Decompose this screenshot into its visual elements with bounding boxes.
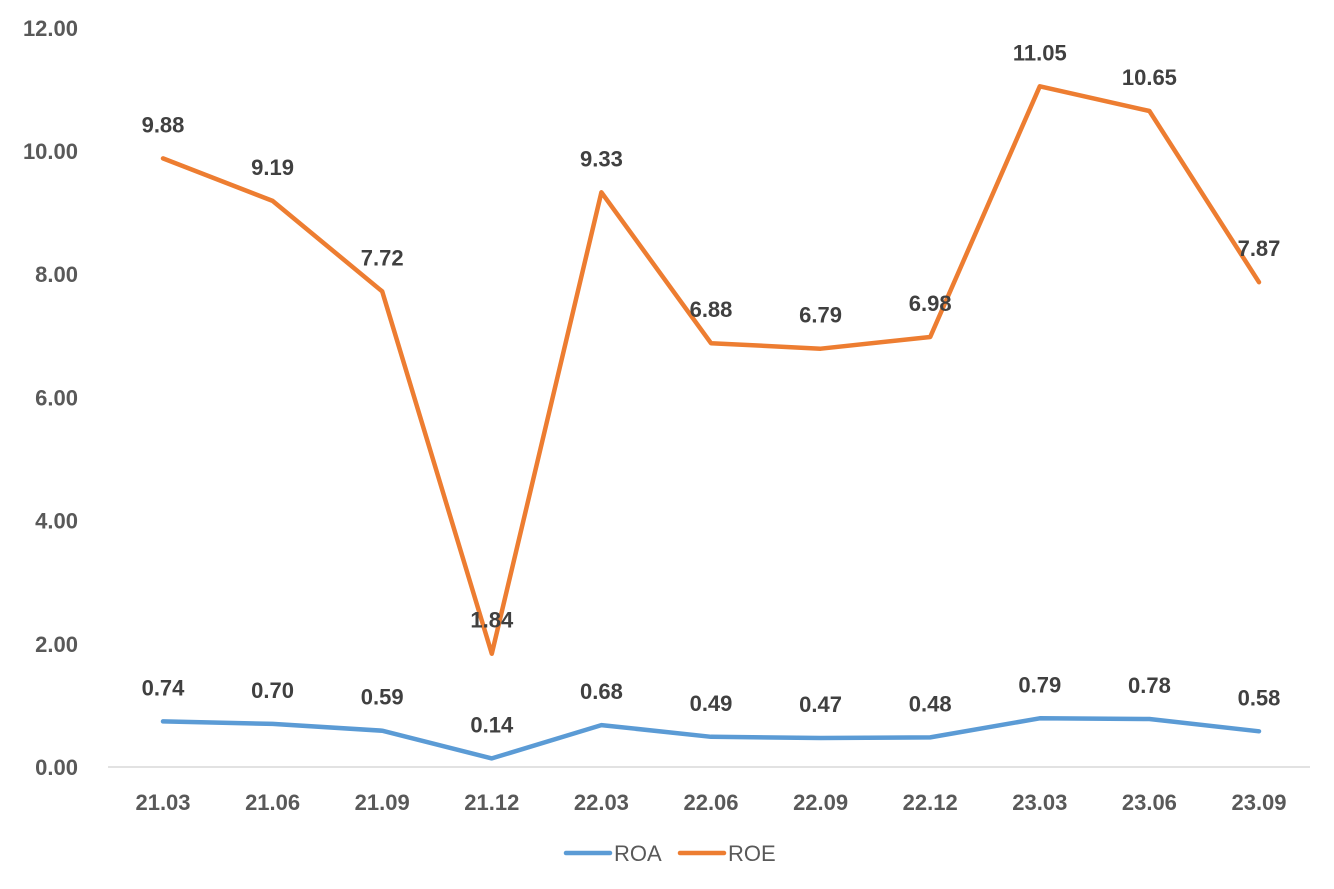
- data-label-roa: 0.48: [909, 691, 952, 716]
- data-label-roe: 9.88: [142, 112, 185, 137]
- data-label-roe: 9.19: [251, 155, 294, 180]
- legend-label-roe: ROE: [728, 841, 776, 866]
- series-lines: [160, 84, 1262, 761]
- data-label-roe: 7.72: [361, 245, 404, 270]
- data-label-roa: 0.58: [1238, 685, 1281, 710]
- data-label-roe: 11.05: [1013, 40, 1067, 65]
- data-label-roa: 0.74: [142, 675, 186, 700]
- x-tick-label: 22.03: [574, 790, 629, 815]
- data-label-roa: 0.79: [1018, 672, 1061, 697]
- x-tick-label: 22.06: [683, 790, 738, 815]
- x-tick-label: 22.12: [903, 790, 958, 815]
- data-label-roe: 7.87: [1238, 236, 1281, 261]
- data-label-roe: 9.33: [580, 146, 623, 171]
- y-tick-label: 10.00: [23, 139, 78, 164]
- y-tick-label: 2.00: [35, 632, 78, 657]
- data-label-roa: 0.14: [470, 712, 514, 737]
- y-tick-label: 4.00: [35, 509, 78, 534]
- x-tick-label: 23.03: [1012, 790, 1067, 815]
- x-tick-label: 22.09: [793, 790, 848, 815]
- y-tick-label: 0.00: [35, 755, 78, 780]
- data-label-roe: 6.98: [909, 291, 952, 316]
- data-label-roe: 6.88: [690, 297, 733, 322]
- data-label-roa: 0.70: [251, 678, 294, 703]
- series-line-roa: [160, 716, 1262, 761]
- data-label-roe: 10.65: [1122, 65, 1177, 90]
- y-tick-label: 6.00: [35, 385, 78, 410]
- x-tick-label: 23.06: [1122, 790, 1177, 815]
- x-tick-label: 23.09: [1231, 790, 1286, 815]
- legend: ROA ROE: [563, 841, 776, 866]
- legend-label-roa: ROA: [614, 841, 662, 866]
- data-label-roe: 6.79: [799, 303, 842, 328]
- data-labels: 0.74 0.70 0.59 0.14 0.68 0.49 0.47 0.48 0.79 0.78…: [142, 40, 1281, 737]
- data-label-roa: 0.59: [361, 685, 404, 710]
- data-label-roa: 0.49: [690, 691, 733, 716]
- data-label-roa: 0.68: [580, 679, 623, 704]
- data-label-roe: 1.84: [470, 608, 514, 633]
- series-line-roe: [160, 84, 1262, 656]
- data-label-roa: 0.47: [799, 692, 842, 717]
- y-tick-label: 12.00: [23, 16, 78, 41]
- x-tick-label: 21.06: [245, 790, 300, 815]
- y-axis: 0.00 2.00 4.00 6.00 8.00 10.00 12.00: [23, 16, 78, 780]
- x-tick-label: 21.03: [135, 790, 190, 815]
- x-axis: 21.03 21.06 21.09 21.12 22.03 22.06 22.09 22.12…: [108, 766, 1310, 815]
- x-tick-label: 21.09: [355, 790, 410, 815]
- x-tick-label: 21.12: [464, 790, 519, 815]
- y-tick-label: 8.00: [35, 262, 78, 287]
- data-label-roa: 0.78: [1128, 673, 1171, 698]
